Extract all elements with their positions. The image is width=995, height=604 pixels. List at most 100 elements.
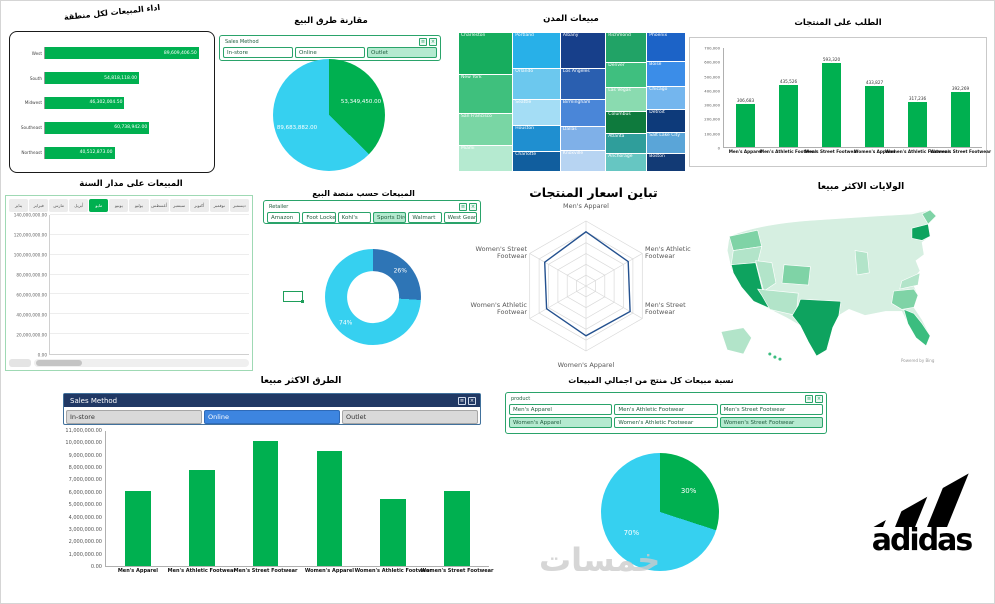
slicer-title: product xyxy=(511,395,531,402)
y-tick-label: 20,000,000.00 xyxy=(16,332,47,338)
treemap-tile-los-angeles: Los Angeles xyxy=(560,69,606,100)
treemap-column: Phoenix Boise Chicago Detroit Salt Lake City… xyxy=(647,33,685,171)
multiselect-icon[interactable]: ≡ xyxy=(805,394,813,403)
slicer-item-walmart[interactable]: Walmart xyxy=(408,212,442,223)
slicer-item-outlet[interactable]: Outlet xyxy=(367,47,437,58)
slicer-item-kohl-s[interactable]: Kohl's xyxy=(337,212,371,223)
y-tick-label: 40,000,000.00 xyxy=(16,312,47,318)
clear-filter-icon[interactable]: × xyxy=(815,394,823,403)
treemap-tile-atlanta: Atlanta xyxy=(606,133,647,153)
treemap-tile-orlando: Orlando xyxy=(513,69,560,100)
city-label: Chicago xyxy=(649,87,668,93)
clear-filter-icon[interactable]: × xyxy=(468,396,476,405)
value-label: 593,320 xyxy=(822,57,841,63)
category-label: Men's Apparel xyxy=(728,149,763,154)
slicer-item-women-s-apparel[interactable]: Women's Apparel xyxy=(509,417,613,428)
product-share-pie-chart: 30% 70% xyxy=(601,453,719,571)
month-button-8[interactable]: أغسطس xyxy=(149,199,169,212)
slicer-item-women-s-athletic-footwear[interactable]: Women's Athletic Footwear xyxy=(614,417,718,428)
slicer-item-sports-direct[interactable]: Sports Direct xyxy=(372,212,407,223)
month-button-2[interactable]: فبراير xyxy=(29,199,49,212)
donut-hole xyxy=(347,271,399,323)
methods-pie-title: مقارنة طرق البيع xyxy=(294,16,368,26)
slicer-items: In-store Online Outlet xyxy=(223,47,437,58)
slice-label: 89,683,882.00 xyxy=(276,125,318,132)
slice-label: 53,349,450.00 xyxy=(340,98,382,105)
month-button-11[interactable]: نوفمبر xyxy=(209,199,229,212)
bar-men-s-street-footwear xyxy=(252,441,279,566)
y-tick-label: 0.00 xyxy=(90,564,102,570)
slicer-item-men-s-apparel[interactable]: Men's Apparel xyxy=(509,404,613,415)
treemap-tile-boise: Boise xyxy=(647,62,685,87)
us-states-map xyxy=(720,209,937,361)
month-button-4[interactable]: أبريل xyxy=(69,199,89,212)
category-label: Women's Athletic Footwear xyxy=(885,149,950,154)
treemap-tile-dallas: Dallas xyxy=(560,126,606,151)
city-label: Dallas xyxy=(562,126,577,132)
y-tick-label: 100,000 xyxy=(704,131,720,137)
region-sales-panel: West 89,609,406.50 South 54,818,118.00 Midwe… xyxy=(9,31,215,173)
treemap-tile-las-vegas: Las Vegas xyxy=(606,88,647,111)
bar-slot: 593,320 Men's Street Footwear xyxy=(805,48,859,154)
bar: 89,609,406.50 xyxy=(45,47,199,60)
sales-methods-pie-chart: 53,349,450.00 89,683,882.00 xyxy=(273,59,385,171)
treemap-column: Albany Los Angeles Birmingham Dallas Knoxvil… xyxy=(560,33,606,171)
slicer-item-online[interactable]: Online xyxy=(295,47,365,58)
bar: 60,738,942.00 xyxy=(45,121,150,134)
value-label: 46,302,004.50 xyxy=(89,100,123,106)
slicer-item-west-gear[interactable]: West Gear xyxy=(443,212,477,223)
city-label: Atlanta xyxy=(608,133,625,139)
value-label: 317,236 xyxy=(908,96,927,102)
plot-body: 0.00 20,000,000.00 40,000,000.00 60,000,000… xyxy=(9,212,249,358)
month-button-1[interactable]: يناير xyxy=(9,199,29,212)
month-button-6[interactable]: يونيو xyxy=(109,199,129,212)
bar-row: West 89,609,406.50 xyxy=(16,46,208,61)
category-label: Men's Athletic Footwear xyxy=(167,568,236,574)
scroll-thumb[interactable] xyxy=(36,359,82,366)
bar-slot: Men's Apparel xyxy=(106,431,170,574)
slicer-item-men-s-street-footwear[interactable]: Men's Street Footwear xyxy=(719,404,823,415)
month-button-3[interactable]: مارس xyxy=(49,199,69,212)
slicer-items: In-store Online Outlet xyxy=(64,408,480,426)
bar-slot: 317,236 Women's Athletic Footwear xyxy=(885,48,950,154)
city-label: Detroit xyxy=(649,110,665,116)
slicer-item-women-s-street-footwear[interactable]: Women's Street Footwear xyxy=(719,417,823,428)
state-california xyxy=(730,262,773,311)
slicer-item-in-store[interactable]: In-store xyxy=(223,47,293,58)
state-florida xyxy=(903,308,931,347)
slicer-item-amazon[interactable]: Amazon xyxy=(267,212,301,223)
category-label: South xyxy=(29,75,42,81)
y-tick-label: 60,000,000.00 xyxy=(16,292,47,298)
y-tick-label: 140,000,000.00 xyxy=(13,212,47,218)
state-hawaii xyxy=(773,355,777,359)
slicer-item-in-store[interactable]: In-store xyxy=(66,410,202,424)
value-label: 40,512,873.00 xyxy=(79,150,113,156)
multiselect-icon[interactable]: ≡ xyxy=(458,396,466,405)
treemap-column: Richmond Denver Las Vegas Columbus Atlanta An… xyxy=(606,33,647,171)
category-label: Women's Apparel xyxy=(853,149,896,154)
selected-cell[interactable] xyxy=(283,291,304,303)
slicer-item-outlet[interactable]: Outlet xyxy=(342,410,478,424)
month-button-12[interactable]: ديسمبر xyxy=(229,199,249,212)
scroll-left-box[interactable] xyxy=(9,358,31,367)
slicer-item-foot-locker[interactable]: Foot Locker xyxy=(302,212,336,223)
radar-axis-label-men-s-street-footwear: Men's Street Footwear xyxy=(645,301,686,317)
multiselect-icon[interactable]: ≡ xyxy=(419,37,427,46)
bar: 40,512,873.00 xyxy=(45,146,115,159)
bar: 46,302,004.50 xyxy=(45,96,125,109)
bar: 54,818,118.00 xyxy=(45,72,140,85)
scroll-track[interactable] xyxy=(34,358,249,367)
month-button-5[interactable]: مايو xyxy=(89,199,109,212)
month-button-9[interactable]: سبتمبر xyxy=(169,199,189,212)
clear-filter-icon[interactable]: × xyxy=(469,202,477,211)
gridline xyxy=(50,273,249,275)
state-texas xyxy=(791,298,842,357)
radar-svg xyxy=(529,220,643,352)
clear-filter-icon[interactable]: × xyxy=(429,37,437,46)
demand-panel: 0 100,000 200,000 300,000 400,000 500,000 600,… xyxy=(689,37,991,167)
slicer-item-online[interactable]: Online xyxy=(204,410,340,424)
month-button-7[interactable]: يوليو xyxy=(129,199,149,212)
multiselect-icon[interactable]: ≡ xyxy=(459,202,467,211)
month-button-10[interactable]: أكتوبر xyxy=(189,199,209,212)
slicer-item-men-s-athletic-footwear[interactable]: Men's Athletic Footwear xyxy=(614,404,718,415)
